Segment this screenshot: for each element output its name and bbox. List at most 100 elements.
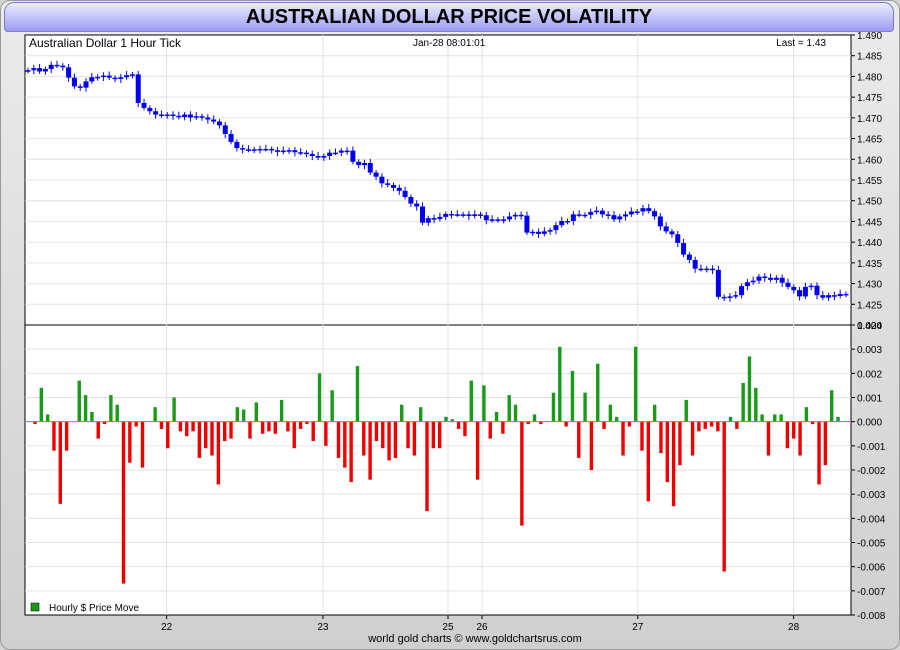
candle-body: [820, 295, 826, 298]
candle-body: [118, 77, 124, 79]
volatility-bar: [450, 419, 455, 422]
candle-body: [431, 218, 437, 220]
candle-body: [791, 286, 797, 291]
candle-body: [141, 102, 147, 108]
volatility-bar: [488, 421, 492, 439]
volatility-bar: [526, 421, 530, 425]
candle-body: [547, 230, 553, 232]
volatility-bar: [444, 416, 448, 422]
volatility-bar: [83, 395, 88, 422]
candle-body: [686, 254, 692, 260]
candle-body: [303, 152, 309, 155]
candle-body: [588, 211, 594, 215]
volatility-bar: [267, 421, 271, 432]
volatility-bar: [665, 421, 669, 483]
price-tick-label: 1.435: [857, 259, 882, 270]
volatility-bar: [58, 421, 62, 504]
volatility-bar: [532, 414, 537, 422]
volatility-bar: [456, 421, 461, 429]
candle-body: [605, 214, 611, 216]
candle-body: [779, 277, 785, 283]
candle-body: [808, 285, 814, 288]
volatility-bar: [64, 421, 69, 451]
legend-swatch: [30, 602, 40, 612]
volatility-bar: [210, 421, 214, 456]
volatility-bar: [577, 421, 581, 458]
timestamp-label: Jan-28 08:01:01: [413, 38, 486, 49]
volatility-bar: [248, 421, 252, 439]
price-tick-label: 1.440: [857, 238, 882, 249]
candle-body: [361, 163, 367, 166]
candle-body: [507, 216, 513, 220]
volatility-bar: [469, 380, 473, 422]
volatility-bar: [425, 421, 429, 512]
candle-body: [501, 219, 507, 221]
volatility-bar: [437, 421, 442, 449]
candle-body: [727, 296, 733, 298]
candle-body: [269, 148, 275, 151]
candle-body: [512, 214, 518, 217]
volatility-bar: [709, 421, 714, 427]
volatility-tick-label: -0.006: [857, 563, 886, 574]
candle-body: [321, 155, 327, 158]
volatility-bar: [229, 421, 233, 439]
candle-body: [826, 295, 832, 298]
candle-body: [750, 280, 756, 283]
volatility-tick-label: -0.004: [857, 514, 886, 525]
legend-label: Hourly $ Price Move: [49, 603, 139, 614]
price-tick-label: 1.420: [857, 321, 882, 332]
candle-body: [698, 268, 704, 271]
candle-body: [449, 213, 455, 216]
candle-body: [240, 148, 246, 150]
volatility-bar: [273, 421, 277, 434]
volatility-bar: [102, 421, 107, 425]
volatility-bar: [836, 416, 840, 422]
volatility-bar: [330, 390, 334, 422]
volatility-bar: [298, 421, 303, 429]
x-tick-label: 26: [476, 622, 488, 633]
volatility-bar: [39, 387, 44, 422]
x-tick-label: 28: [788, 622, 800, 633]
volatility-bar: [615, 416, 619, 422]
candle-body: [524, 215, 530, 233]
volatility-bar: [254, 402, 258, 422]
last-price-label: Last = 1.43: [776, 38, 826, 49]
volatility-tick-label: -0.005: [857, 539, 886, 550]
volatility-tick-label: -0.003: [857, 490, 886, 501]
volatility-bar: [292, 421, 296, 449]
volatility-bar: [475, 421, 480, 480]
candle-body: [437, 216, 443, 219]
volatility-bar: [507, 395, 511, 422]
candle-body: [843, 293, 849, 296]
volatility-bar: [627, 421, 632, 427]
volatility-bar: [260, 421, 265, 434]
volatility-bar: [317, 373, 322, 422]
candle-body: [495, 219, 501, 221]
volatility-bar: [374, 421, 379, 441]
volatility-bar: [652, 404, 657, 422]
volatility-bar: [722, 421, 726, 572]
candle-body: [721, 296, 727, 299]
volatility-bar: [570, 370, 575, 422]
x-tick-label: 27: [632, 622, 644, 633]
volatility-bar: [191, 421, 195, 432]
volatility-bar: [235, 407, 240, 422]
candle-body: [245, 149, 251, 151]
candle-body: [710, 268, 716, 271]
candle-body: [205, 117, 211, 120]
candle-body: [640, 208, 646, 212]
candle-body: [77, 86, 83, 88]
price-tick-label: 1.470: [857, 114, 882, 125]
volatility-bar: [608, 404, 613, 422]
candle-body: [408, 196, 414, 204]
volatility-bar: [406, 421, 410, 449]
candle-body: [373, 172, 379, 177]
candle-body: [553, 225, 559, 231]
volatility-bar: [766, 421, 771, 456]
volatility-bar: [798, 421, 802, 456]
volatility-bar: [583, 392, 587, 422]
volatility-bar: [633, 346, 638, 422]
candle-body: [135, 74, 141, 103]
candle-body: [280, 150, 286, 153]
chart-title: AUSTRALIAN DOLLAR PRICE VOLATILITY: [4, 2, 894, 32]
